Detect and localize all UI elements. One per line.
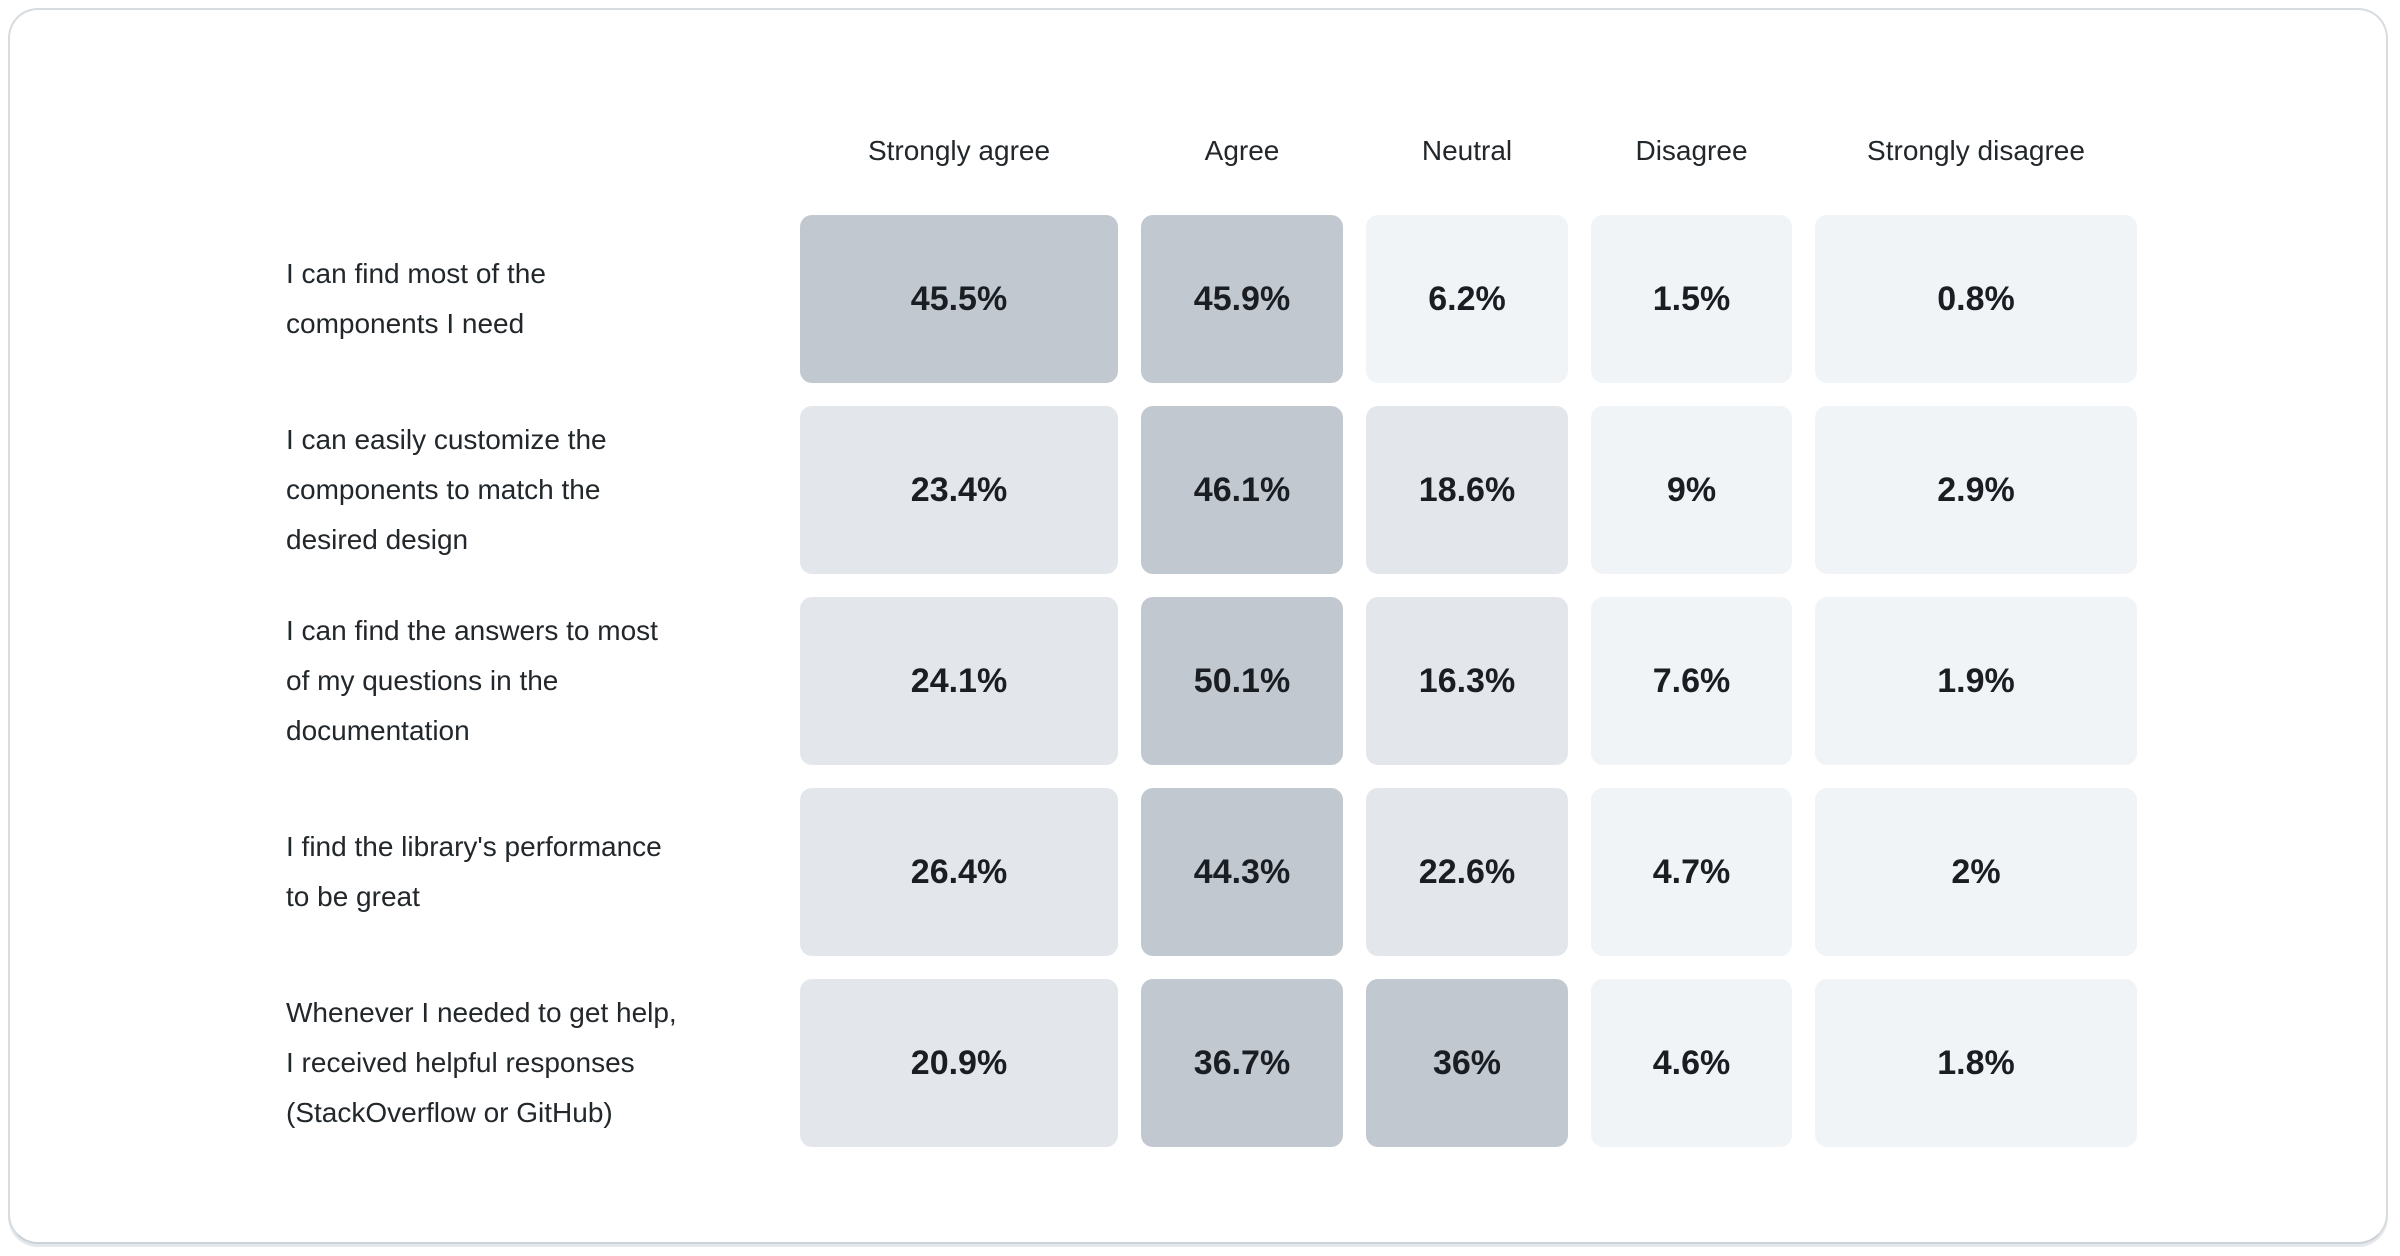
column-header-neutral: Neutral	[1421, 135, 1513, 166]
heatmap-cell[interactable]: 4.6%	[1591, 979, 1792, 1147]
heatmap-cell[interactable]: 45.5%	[800, 215, 1118, 383]
row-label: I can find most of the components I need	[286, 258, 546, 339]
heatmap-cell[interactable]: 50.1%	[1141, 597, 1343, 765]
row-label: I find the library's performance to be g…	[286, 831, 662, 912]
column-header-agree: Agree	[1204, 135, 1280, 166]
heatmap-cell[interactable]: 18.6%	[1366, 406, 1568, 574]
column-header-strongly-agree: Strongly agree	[867, 135, 1051, 166]
corner-spacer	[286, 110, 777, 192]
heatmap-cell[interactable]: 16.3%	[1366, 597, 1568, 765]
survey-heatmap-card: Strongly agree Agree Neutral Disagree St…	[8, 8, 2388, 1244]
heatmap-cell[interactable]: 7.6%	[1591, 597, 1792, 765]
heatmap-cell[interactable]: 20.9%	[800, 979, 1118, 1147]
heatmap-cell[interactable]: 22.6%	[1366, 788, 1568, 956]
heatmap-cell[interactable]: 2%	[1815, 788, 2137, 956]
heatmap-cell[interactable]: 2.9%	[1815, 406, 2137, 574]
heatmap-cell[interactable]: 26.4%	[800, 788, 1118, 956]
heatmap-cell[interactable]: 1.5%	[1591, 215, 1792, 383]
row-label: I can find the answers to most of my que…	[286, 615, 658, 746]
heatmap-cell[interactable]: 24.1%	[800, 597, 1118, 765]
heatmap-cell[interactable]: 36%	[1366, 979, 1568, 1147]
heatmap-cell[interactable]: 6.2%	[1366, 215, 1568, 383]
heatmap-cell[interactable]: 1.8%	[1815, 979, 2137, 1147]
heatmap-cell[interactable]: 9%	[1591, 406, 1792, 574]
heatmap-cell[interactable]: 44.3%	[1141, 788, 1343, 956]
heatmap-cell[interactable]: 36.7%	[1141, 979, 1343, 1147]
heatmap-cell[interactable]: 46.1%	[1141, 406, 1343, 574]
column-header-disagree: Disagree	[1635, 135, 1748, 166]
column-header-strongly-disagree: Strongly disagree	[1867, 135, 2085, 166]
heatmap-cell[interactable]: 0.8%	[1815, 215, 2137, 383]
row-label: Whenever I needed to get help, I receive…	[286, 997, 677, 1128]
heatmap-cell[interactable]: 4.7%	[1591, 788, 1792, 956]
heatmap-cell[interactable]: 23.4%	[800, 406, 1118, 574]
likert-heatmap: Strongly agree Agree Neutral Disagree St…	[286, 110, 2137, 1147]
heatmap-cell[interactable]: 1.9%	[1815, 597, 2137, 765]
heatmap-cell[interactable]: 45.9%	[1141, 215, 1343, 383]
row-label: I can easily customize the components to…	[286, 424, 607, 555]
